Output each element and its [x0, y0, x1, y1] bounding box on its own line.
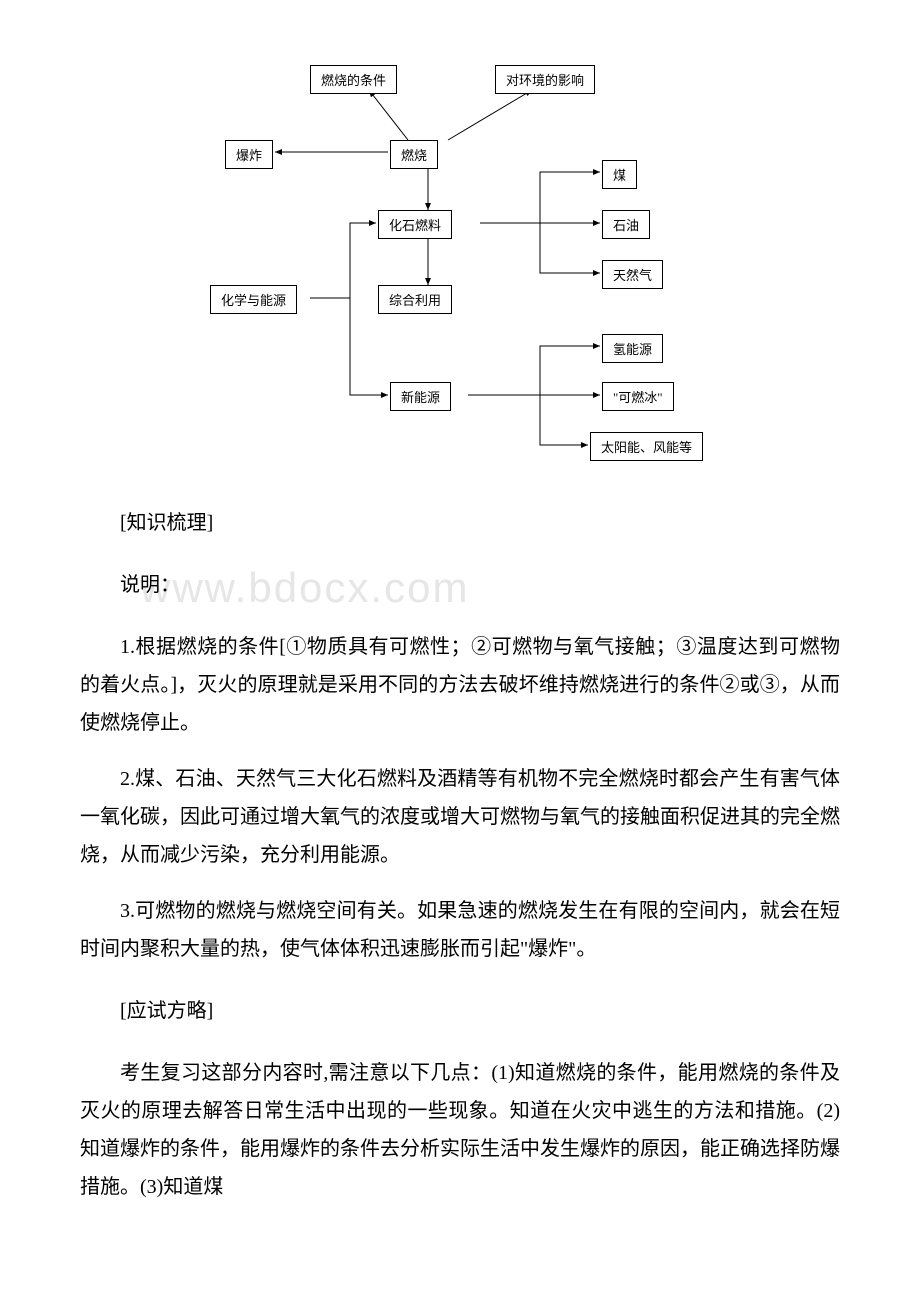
paragraph-3: 3.可燃物的燃烧与燃烧空间有关。如果急速的燃烧发生在有限的空间内，就会在短时间内… [80, 892, 840, 968]
node-env-impact: 对环境的影响 [495, 65, 595, 94]
concept-diagram: 燃烧的条件 对环境的影响 爆炸 燃烧 化石燃料 煤 石油 天然气 综合利用 化学… [190, 60, 730, 480]
node-coal: 煤 [602, 160, 637, 189]
paragraph-4: 考生复习这部分内容时,需注意以下几点：(1)知道燃烧的条件，能用燃烧的条件及灭火… [80, 1054, 840, 1206]
heading-knowledge: [知识梳理] [80, 504, 840, 542]
node-new-energy: 新能源 [390, 382, 451, 411]
node-chem-energy: 化学与能源 [210, 285, 297, 314]
node-solar-wind: 太阳能、风能等 [590, 432, 703, 461]
paragraph-2: 2.煤、石油、天然气三大化石燃料及酒精等有机物不完全燃烧时都会产生有害气体一氧化… [80, 760, 840, 874]
paragraph-1: 1.根据燃烧的条件[①物质具有可燃性；②可燃物与氧气接触；③温度达到可燃物的着火… [80, 628, 840, 742]
node-combustible-ice: "可燃冰" [602, 382, 674, 411]
heading-strategy: [应试方略] [80, 992, 840, 1030]
node-combustion-conditions: 燃烧的条件 [310, 65, 397, 94]
node-explosion: 爆炸 [225, 140, 273, 169]
node-comprehensive-use: 综合利用 [378, 285, 452, 314]
heading-explain: 说明： [80, 566, 840, 604]
node-petroleum: 石油 [602, 210, 650, 239]
node-combustion: 燃烧 [390, 140, 438, 169]
node-hydrogen: 氢能源 [602, 334, 663, 363]
node-natural-gas: 天然气 [602, 260, 663, 289]
node-fossil-fuel: 化石燃料 [378, 210, 452, 239]
